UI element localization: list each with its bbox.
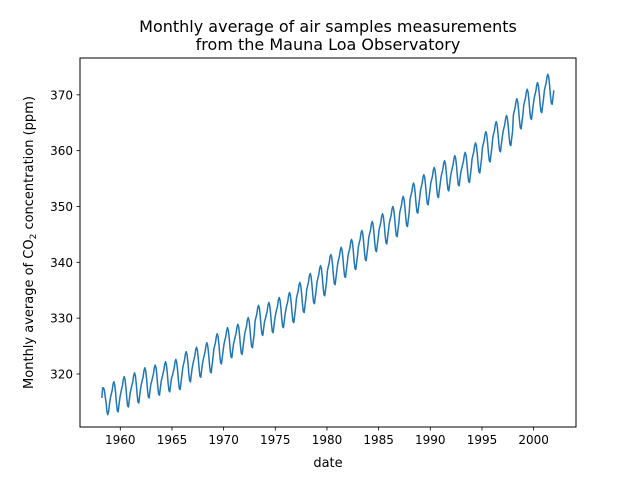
x-tick-label: 1995 — [467, 433, 498, 447]
y-axis-label: Monthly average of CO2 concentration (pp… — [22, 96, 39, 389]
co2-series-line — [101, 73, 555, 416]
x-tick-label: 1990 — [415, 433, 446, 447]
y-axis-label-main: Monthly average of CO — [22, 239, 37, 389]
y-tick-label: 370 — [50, 88, 73, 102]
x-tick-label: 1980 — [312, 433, 343, 447]
x-tick-label: 1970 — [208, 433, 239, 447]
x-axis-label: date — [313, 456, 342, 471]
y-tick-label: 350 — [50, 200, 73, 214]
y-tick-label: 330 — [50, 312, 73, 326]
y-axis-label-rest: concentration (ppm) — [22, 96, 37, 234]
chart-title-line-1: Monthly average of air samples measureme… — [139, 17, 517, 36]
y-tick-label: 340 — [50, 256, 73, 270]
x-tick-label: 1985 — [363, 433, 394, 447]
y-axis-label-subscript: 2 — [29, 234, 39, 240]
chart-title-line-2: from the Mauna Loa Observatory — [196, 35, 461, 54]
x-tick-label: 1965 — [157, 433, 188, 447]
x-axis-ticks: 1960 1965 1970 1975 1980 1985 1990 1995 2000 — [105, 427, 549, 447]
y-tick-label: 320 — [50, 367, 73, 381]
y-axis-ticks: 320 330 340 350 360 370 — [50, 88, 80, 381]
plot-area — [101, 73, 555, 416]
x-tick-label: 2000 — [518, 433, 549, 447]
x-tick-label: 1960 — [105, 433, 136, 447]
x-tick-label: 1975 — [260, 433, 291, 447]
y-tick-label: 360 — [50, 144, 73, 158]
axes-frame — [79, 57, 577, 428]
